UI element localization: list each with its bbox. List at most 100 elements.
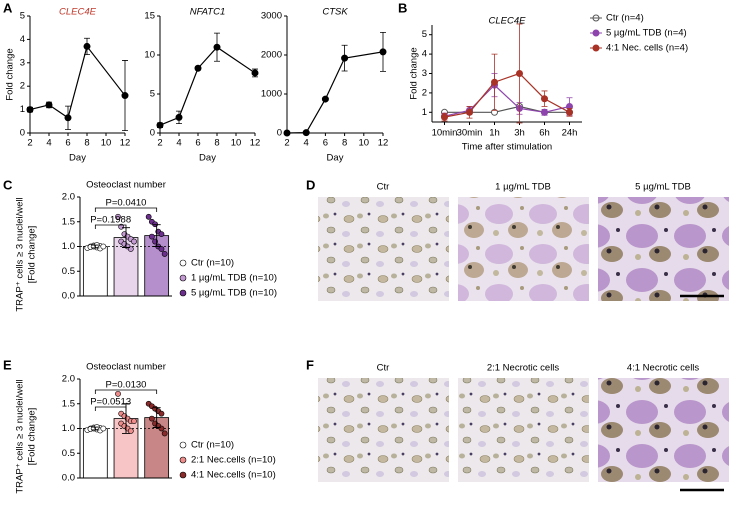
y-tick-label: 2.0 [62, 192, 75, 203]
line [444, 84, 570, 117]
point [156, 121, 164, 129]
legend-label: 2:1 Nec.cells (n=10) [191, 455, 276, 466]
legend-marker [179, 259, 187, 267]
x-tick-label: 12 [378, 138, 389, 149]
y-axis-label: [Fold change] [27, 226, 38, 284]
panel-label: B [398, 0, 407, 15]
y-tick-label: 3 [20, 57, 25, 68]
x-tick-label: 6 [323, 138, 328, 149]
x-tick-label: 12 [120, 138, 131, 149]
legend-label: 5 µg/mL TDB (n=4) [606, 28, 687, 39]
x-tick-label: 1h [489, 128, 500, 139]
y-tick-label: 5 [150, 89, 155, 100]
image-label: Ctr [377, 182, 390, 193]
error-bar [152, 407, 161, 428]
legend-label: 1 µg/mL TDB (n=10) [191, 273, 277, 284]
y-tick-label: 15 [144, 11, 155, 22]
point [302, 129, 310, 137]
y-tick-label: 3000 [261, 11, 282, 22]
legend-marker [179, 274, 187, 282]
x-tick-label: 24h [562, 128, 578, 139]
y-axis-label: Fold change [409, 47, 420, 99]
y-tick-label: 1000 [261, 89, 282, 100]
error-bar [91, 426, 100, 431]
y-axis-label: TRAP⁺ cells ≥ 3 nuclei/well [15, 197, 26, 311]
x-axis-label: Day [327, 153, 344, 164]
data-point [161, 251, 168, 257]
bar [82, 246, 108, 297]
data-point [100, 243, 107, 250]
image-label: 4:1 Necrotic cells [627, 363, 700, 374]
point [213, 43, 221, 51]
data-point [158, 246, 165, 252]
data-point [158, 231, 165, 238]
y-tick-label: 0.0 [62, 291, 75, 302]
x-tick-label: 8 [342, 138, 347, 149]
x-tick-label: 8 [84, 138, 89, 149]
y-tick-label: 1 [422, 107, 427, 118]
point [566, 108, 573, 116]
chart-title: CTSK [322, 7, 348, 18]
legend-label: Ctr (n=10) [191, 258, 234, 269]
chart-title: NFATC1 [190, 7, 226, 18]
x-tick-label: 8 [214, 138, 219, 149]
y-tick-label: 0 [277, 128, 282, 139]
y-tick-label: 1.5 [62, 216, 75, 227]
line [29, 45, 126, 119]
point [26, 106, 34, 114]
y-tick-label: 0 [150, 128, 155, 139]
x-tick-label: 4 [176, 138, 181, 149]
data-point [127, 428, 134, 434]
point [194, 64, 202, 72]
x-tick-label: 10 [101, 138, 112, 149]
legend-label: 5 µg/mL TDB (n=10) [191, 288, 277, 299]
p-value: P=0.0130 [106, 380, 147, 391]
x-tick-label: 3h [514, 128, 525, 139]
error-bar [91, 244, 100, 249]
line [159, 46, 256, 126]
point [441, 113, 448, 121]
x-axis-label: Day [199, 153, 216, 164]
significance-bracket [94, 207, 158, 212]
y-tick-label: 2 [422, 87, 427, 98]
point [45, 101, 53, 109]
point [64, 114, 72, 122]
p-value: P=0.1988 [90, 215, 131, 226]
image-label: 5 µg/mL TDB [635, 182, 691, 193]
y-axis-label: [Fold change] [27, 408, 38, 466]
panel-label: A [3, 0, 13, 15]
y-tick-label: 1.0 [62, 423, 75, 434]
y-tick-label: 1.5 [62, 398, 75, 409]
point [283, 129, 291, 137]
legend-label: Ctr (n=4) [606, 13, 644, 24]
chart-title: CLEC4E [59, 7, 97, 18]
y-tick-label: 2000 [261, 50, 282, 61]
point [541, 95, 548, 103]
micrograph [458, 378, 589, 482]
p-value: P=0.0410 [106, 198, 147, 209]
legend-label: Ctr (n=10) [191, 440, 234, 451]
micrograph-row-f: Ctr 2:1 Necrotic cells 4:1 Necrotic cell… [318, 363, 729, 492]
x-tick-label: 4 [304, 138, 309, 149]
data-point [100, 425, 107, 432]
micrograph-row-d: Ctr 1 µg/mL TDB 5 µg/mL TDB [318, 182, 729, 301]
y-tick-label: 2 [20, 81, 25, 92]
x-axis-label: Day [69, 153, 86, 164]
y-tick-label: 0 [20, 128, 25, 139]
data-point [158, 410, 165, 417]
chart-title: Osteoclast number [86, 180, 166, 191]
data-point [148, 415, 155, 422]
legend-marker [179, 441, 187, 449]
panel-label: C [3, 177, 13, 192]
point [121, 92, 129, 100]
point [341, 54, 349, 62]
image-label: 2:1 Necrotic cells [487, 363, 560, 374]
significance-bracket [94, 389, 158, 394]
legend-marker [179, 289, 187, 297]
y-tick-label: 4 [20, 34, 25, 45]
y-tick-label: 1 [20, 104, 25, 115]
x-tick-label: 10 [359, 138, 370, 149]
significance-bracket [94, 406, 127, 411]
point [541, 108, 548, 116]
x-tick-label: 30min [457, 128, 483, 139]
